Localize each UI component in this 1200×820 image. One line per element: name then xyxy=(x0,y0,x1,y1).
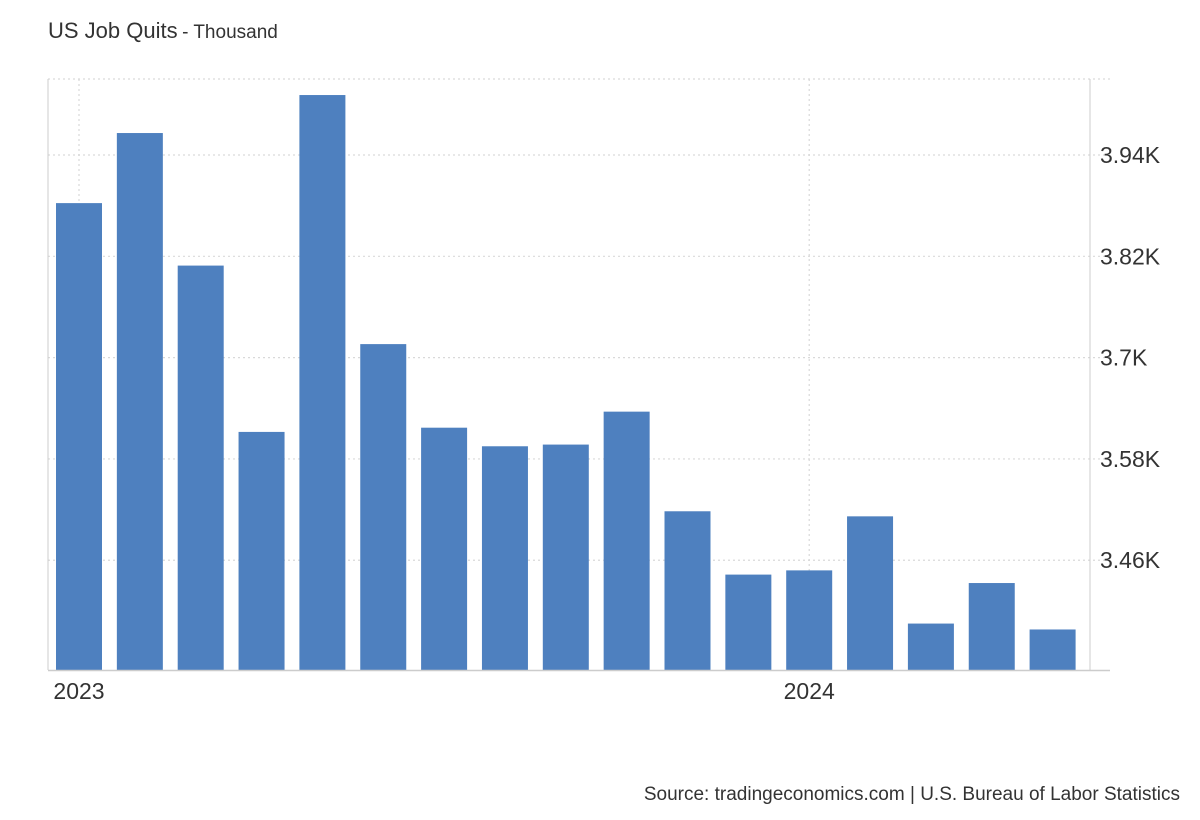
bar-5 xyxy=(360,344,407,670)
bar-16 xyxy=(1029,629,1076,670)
bar-14 xyxy=(907,623,954,670)
y-tick-label-1: 3.58K xyxy=(1100,446,1161,472)
chart-title-unit: - Thousand xyxy=(182,22,278,43)
bar-1 xyxy=(116,133,163,670)
y-tick-label-3: 3.82K xyxy=(1100,243,1161,269)
bar-7 xyxy=(481,446,528,670)
x-axis-tick-labels: 2023 2024 xyxy=(53,678,835,704)
chart-title: US Job Quits - Thousand xyxy=(48,18,278,44)
bar-2 xyxy=(177,265,224,670)
bar-6 xyxy=(421,427,468,670)
y-tick-label-0: 3.46K xyxy=(1100,547,1161,573)
bar-12 xyxy=(786,570,833,670)
chart-title-main: US Job Quits xyxy=(48,18,178,43)
y-tick-label-4: 3.94K xyxy=(1100,142,1161,168)
source-note: Source: tradingeconomics.com | U.S. Bure… xyxy=(643,784,1180,805)
bar-4 xyxy=(299,95,346,670)
x-tick-label-1: 2024 xyxy=(784,678,835,704)
bar-series xyxy=(56,95,1076,671)
x-tick-label-0: 2023 xyxy=(53,678,104,704)
bar-10 xyxy=(664,511,711,670)
bar-3 xyxy=(238,431,285,670)
y-axis-tick-labels: 3.46K 3.58K 3.7K 3.82K 3.94K xyxy=(1100,142,1161,573)
bar-11 xyxy=(725,574,772,670)
axes xyxy=(47,79,1110,672)
bar-9 xyxy=(603,411,650,670)
bar-0 xyxy=(56,203,102,671)
bar-15 xyxy=(968,583,1015,670)
bar-13 xyxy=(847,516,894,670)
y-tick-label-2: 3.7K xyxy=(1100,345,1148,371)
bar-8 xyxy=(542,444,589,670)
